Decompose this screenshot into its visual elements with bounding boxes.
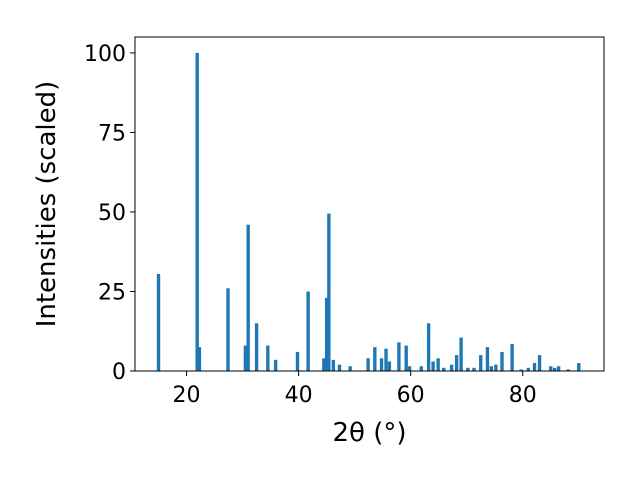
bar	[449, 364, 454, 371]
x-axis: 20 40 60 80	[173, 371, 537, 408]
bar	[510, 343, 514, 371]
bar	[442, 367, 446, 371]
bar	[479, 355, 483, 371]
bar	[566, 369, 570, 371]
bar	[197, 347, 202, 371]
x-tick-label: 20	[173, 383, 201, 408]
bar	[553, 367, 557, 371]
bar	[246, 224, 250, 371]
bar	[519, 369, 523, 371]
bar	[243, 345, 248, 371]
bar	[419, 366, 424, 371]
bar	[331, 359, 336, 371]
y-axis-label: Intensities (scaled)	[32, 81, 62, 328]
bar	[324, 297, 329, 371]
bar	[526, 367, 531, 371]
bar	[459, 337, 463, 371]
bar	[436, 358, 440, 371]
bar	[404, 345, 408, 371]
bar	[426, 323, 431, 371]
bar	[322, 358, 326, 371]
bar	[489, 366, 494, 371]
bar	[485, 347, 490, 371]
bar	[156, 273, 161, 371]
bar	[431, 361, 435, 371]
y-tick-label: 100	[84, 42, 126, 67]
bars	[156, 52, 581, 372]
bar	[387, 361, 392, 371]
y-tick-label: 50	[98, 201, 126, 226]
bar	[454, 355, 459, 371]
bar	[500, 351, 504, 371]
bar	[273, 359, 278, 371]
y-axis: 0 25 50 75 100	[84, 42, 135, 385]
bar	[466, 367, 470, 371]
x-axis-label: 2θ (°)	[332, 418, 406, 448]
y-tick-label: 0	[112, 360, 126, 385]
bar	[532, 363, 537, 371]
bar	[266, 345, 270, 371]
bar	[254, 323, 259, 371]
bar	[407, 366, 412, 371]
bar	[226, 288, 230, 371]
bar	[295, 351, 300, 371]
bar	[348, 366, 352, 371]
bar	[195, 52, 199, 372]
bar	[306, 291, 310, 371]
bar	[537, 355, 542, 371]
bar	[494, 364, 498, 371]
y-tick-label: 75	[98, 121, 126, 146]
y-tick-label: 25	[98, 280, 126, 305]
bar	[384, 348, 388, 371]
bar	[397, 342, 401, 371]
bar	[556, 366, 561, 371]
bar	[373, 347, 377, 371]
x-tick-label: 80	[509, 383, 537, 408]
bar	[379, 358, 384, 371]
bar	[337, 364, 342, 371]
bar	[327, 213, 331, 371]
x-tick-label: 60	[397, 383, 425, 408]
bar	[366, 358, 370, 371]
x-tick-label: 40	[285, 383, 313, 408]
bar	[472, 367, 476, 371]
bar	[577, 363, 581, 371]
plot-frame	[134, 36, 605, 372]
bar	[549, 366, 553, 371]
